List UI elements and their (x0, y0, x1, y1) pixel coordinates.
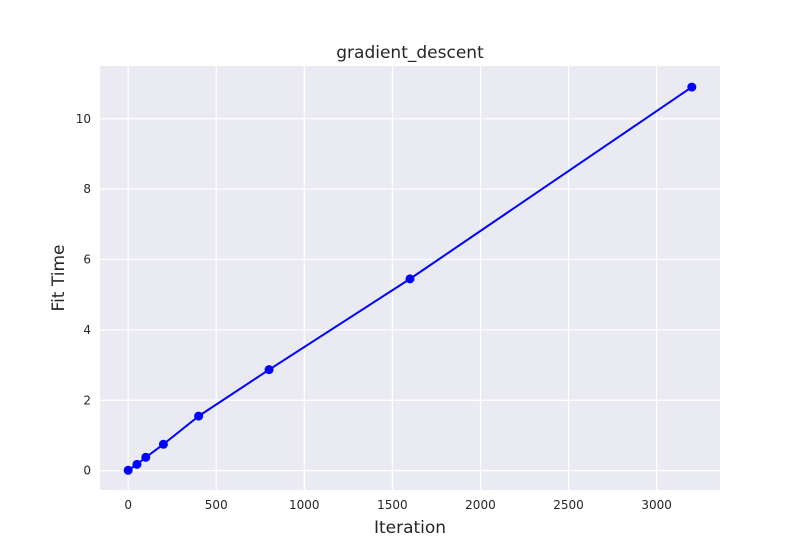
x-tick-label: 3000 (641, 498, 672, 512)
data-point (141, 452, 151, 462)
x-tick-label: 1500 (377, 498, 408, 512)
chart-title: gradient_descent (336, 43, 484, 63)
x-axis-label: Iteration (374, 518, 446, 538)
x-tick-label: 500 (205, 498, 228, 512)
data-point (194, 411, 204, 421)
y-tick-label: 8 (83, 182, 91, 196)
y-tick-label: 4 (83, 323, 91, 337)
x-tick-label: 2500 (553, 498, 584, 512)
data-point (123, 465, 133, 475)
data-point (405, 274, 415, 284)
x-tick-label: 1000 (289, 498, 320, 512)
data-point (687, 82, 697, 92)
y-tick-label: 0 (83, 464, 91, 478)
data-point (158, 439, 168, 449)
data-point (264, 365, 274, 375)
y-tick-label: 6 (83, 253, 91, 267)
y-axis-label: Fit Time (49, 245, 69, 312)
x-tick-label: 2000 (465, 498, 496, 512)
x-tick-labels: 0 500 1000 1500 2000 2500 3000 (124, 498, 672, 512)
grid (100, 66, 720, 490)
series-layer (123, 82, 697, 475)
x-tick-label: 0 (124, 498, 132, 512)
y-tick-label: 2 (83, 393, 91, 407)
data-point (132, 459, 142, 469)
y-tick-label: 10 (76, 112, 91, 126)
y-tick-labels: 0 2 4 6 8 10 (76, 112, 91, 478)
